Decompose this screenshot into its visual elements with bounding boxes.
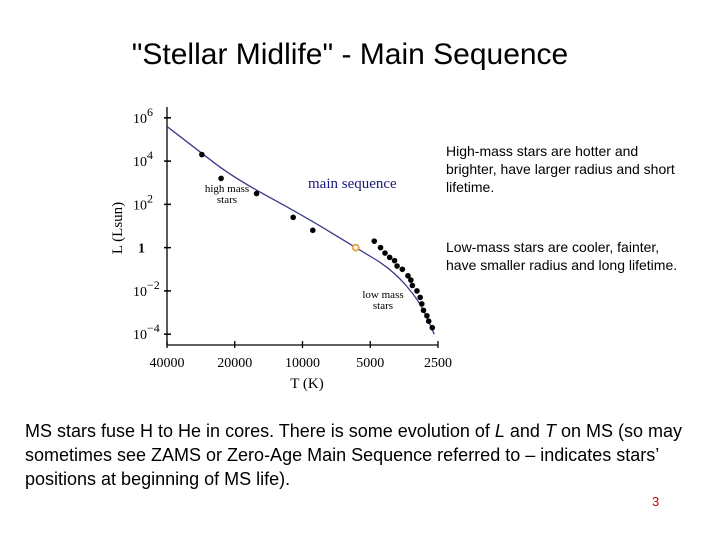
main-sequence-label: main sequence bbox=[308, 176, 397, 192]
star-point bbox=[199, 151, 205, 158]
x-tick-label: 5000 bbox=[356, 356, 384, 371]
main-sequence-curve-layer bbox=[166, 125, 435, 335]
star-point bbox=[371, 238, 378, 244]
star-point bbox=[394, 263, 400, 269]
y-tick-label: 106 bbox=[133, 105, 153, 127]
star-point bbox=[377, 244, 384, 251]
body-text-t-symbol: T bbox=[544, 421, 556, 441]
chart-axes: 106 104 102 1 10−2 10−4 40000 20000 10000 5000 250… bbox=[110, 105, 452, 392]
main-sequence-curve bbox=[166, 125, 435, 335]
star-point bbox=[218, 175, 224, 182]
star-point bbox=[420, 307, 427, 314]
star-point bbox=[382, 250, 388, 256]
star-points-layer bbox=[199, 151, 436, 331]
star-point bbox=[391, 257, 398, 264]
star-point bbox=[419, 301, 425, 307]
x-axis-title: T (K) bbox=[290, 376, 323, 392]
body-text-1: MS stars fuse H to He in cores. There is… bbox=[25, 421, 495, 441]
star-point bbox=[386, 254, 393, 261]
star-point bbox=[408, 277, 414, 283]
body-text-l-symbol: L bbox=[494, 421, 505, 441]
y-tick-label: 10−4 bbox=[133, 321, 160, 343]
star-point bbox=[429, 324, 436, 331]
body-paragraph: MS stars fuse H to He in cores. There is… bbox=[25, 419, 700, 491]
y-tick-label: 10−2 bbox=[133, 278, 160, 300]
low-mass-label: low mass stars bbox=[362, 289, 403, 312]
star-point bbox=[253, 190, 260, 197]
body-text-2: and bbox=[504, 421, 545, 441]
high-mass-note: High-mass stars are hotter and brighter,… bbox=[446, 143, 675, 195]
star-point bbox=[414, 288, 420, 294]
x-tick-label: 20000 bbox=[217, 356, 252, 371]
star-point bbox=[309, 227, 316, 234]
low-mass-note: Low-mass stars are cooler, fainter, have… bbox=[446, 239, 678, 273]
y-tick-label: 104 bbox=[133, 148, 153, 170]
body-text-3: on MS (so may sometimes see ZAMS or Zero… bbox=[25, 421, 682, 489]
star-point bbox=[425, 318, 432, 325]
x-tick-label: 40000 bbox=[150, 356, 185, 371]
chart-labels-layer: main sequence high mass stars low mass stars bbox=[205, 176, 404, 312]
high-mass-label: high mass stars bbox=[205, 183, 249, 206]
star-point bbox=[290, 214, 296, 221]
slide-title: "Stellar Midlife" - Main Sequence bbox=[131, 38, 569, 71]
star-point bbox=[399, 266, 406, 273]
sun-point bbox=[351, 243, 360, 252]
x-tick-label: 10000 bbox=[285, 356, 320, 371]
y-tick-label: 102 bbox=[133, 191, 153, 213]
page-number: 3 bbox=[652, 494, 660, 509]
star-point bbox=[424, 312, 430, 319]
star-point bbox=[409, 282, 416, 289]
y-tick-label: 1 bbox=[138, 242, 145, 257]
star-point bbox=[405, 272, 411, 279]
x-tick-label: 2500 bbox=[424, 356, 452, 371]
y-axis-title: L (Lsun) bbox=[110, 202, 126, 254]
star-point bbox=[417, 294, 423, 301]
